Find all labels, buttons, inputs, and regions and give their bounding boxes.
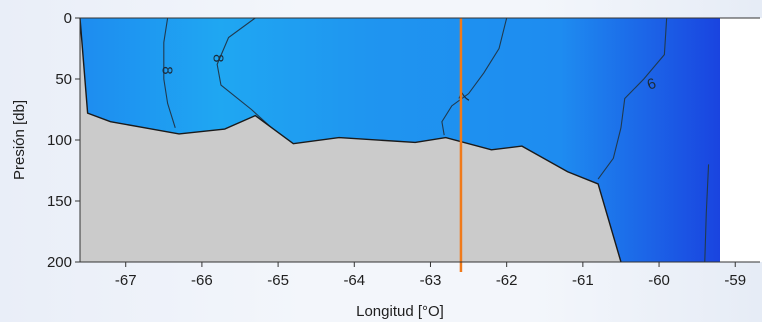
y-tick-label: 100 (47, 132, 72, 149)
seabed-outline (79, 17, 622, 263)
y-ticks: 0 50 100 150 200 (47, 10, 80, 271)
contour-line (441, 17, 508, 136)
x-ticks: -67 -66 -65 -64 -63 -62 -61 -60 -59 (115, 262, 746, 289)
y-tick-label: 0 (64, 10, 72, 27)
x-tick-label: -66 (191, 272, 213, 289)
contour-line (216, 17, 275, 131)
x-tick-label: -64 (343, 272, 365, 289)
y-tick-label: 50 (55, 71, 72, 88)
x-tick-label: -63 (420, 272, 442, 289)
x-tick-label: -62 (496, 272, 518, 289)
contour-line (597, 17, 668, 180)
x-tick-label: -61 (572, 272, 594, 289)
x-tick-label: -59 (724, 272, 746, 289)
contour-label: 8 (210, 54, 227, 62)
seabed-area (80, 18, 621, 262)
x-tick-label: -65 (267, 272, 289, 289)
axes: -67 -66 -65 -64 -63 -62 -61 -60 -59 0 50 100 150 200 (47, 10, 760, 289)
x-axis-label: Longitud [°O] (356, 303, 444, 320)
no-data-area (720, 18, 762, 262)
y-axis-label: Presión [db] (11, 100, 28, 180)
contour-line (163, 17, 176, 128)
x-tick-label: -67 (115, 272, 137, 289)
contour-line (704, 164, 710, 263)
x-tick-label: -60 (648, 272, 670, 289)
y-tick-label: 150 (47, 193, 72, 210)
contour-label: 8 (159, 66, 176, 74)
y-tick-label: 200 (47, 254, 72, 271)
